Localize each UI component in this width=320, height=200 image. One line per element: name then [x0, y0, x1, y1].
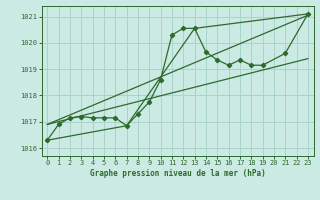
X-axis label: Graphe pression niveau de la mer (hPa): Graphe pression niveau de la mer (hPa): [90, 169, 266, 178]
